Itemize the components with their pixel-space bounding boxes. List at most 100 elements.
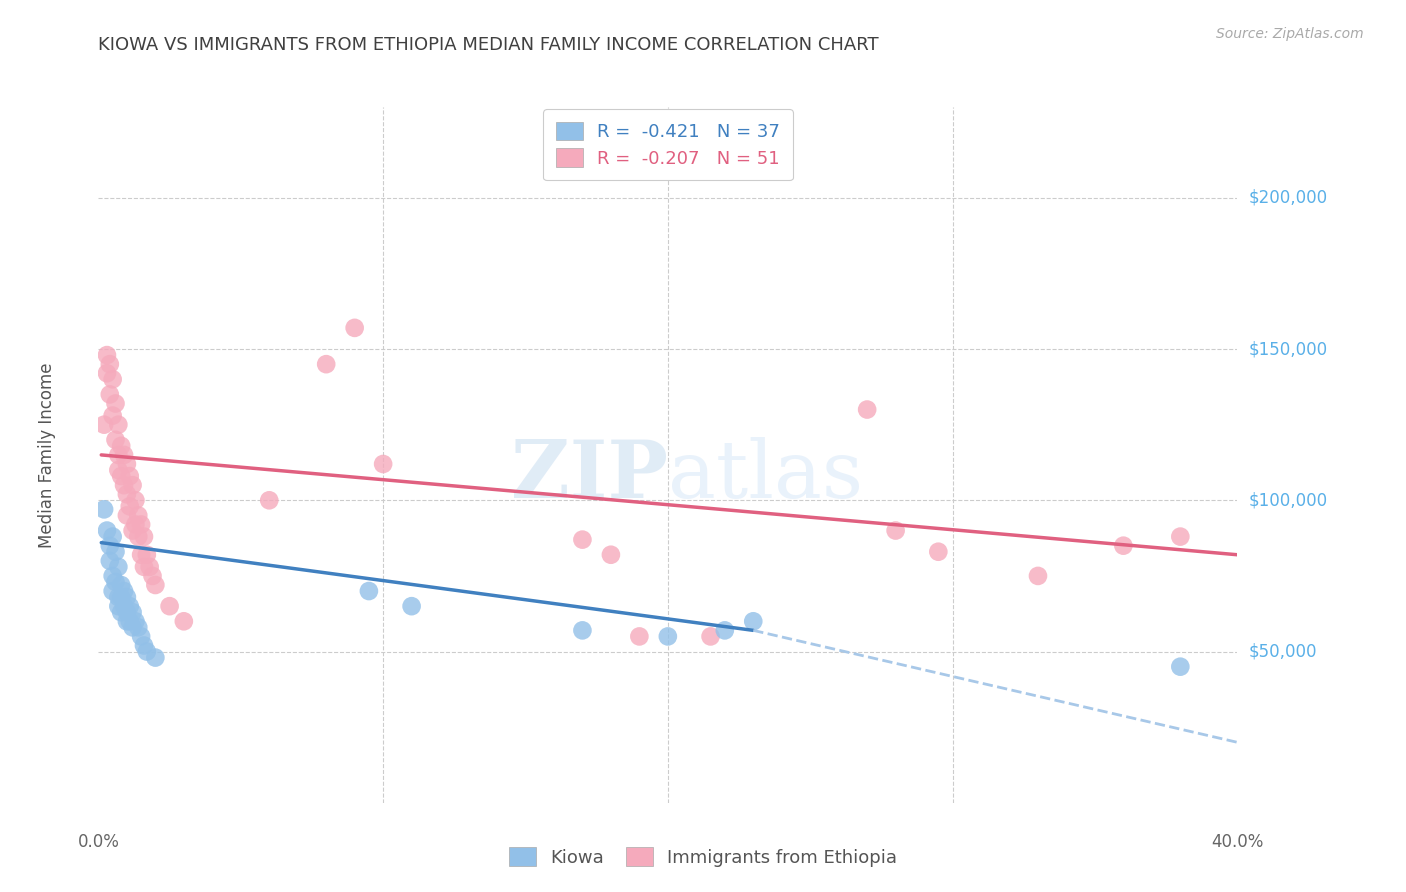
Point: [93, 502, 115, 516]
Point: [571, 533, 593, 547]
Point: [927, 545, 949, 559]
Point: [121, 524, 143, 538]
Text: Source: ZipAtlas.com: Source: ZipAtlas.com: [1216, 27, 1364, 41]
Point: [259, 493, 281, 508]
Point: [110, 590, 132, 604]
Point: [118, 615, 141, 629]
Point: [600, 548, 623, 562]
Point: [657, 629, 679, 643]
Point: [127, 620, 149, 634]
Point: [1170, 530, 1192, 544]
Point: [110, 439, 132, 453]
Point: [98, 357, 121, 371]
Point: [96, 524, 118, 538]
Point: [107, 599, 129, 614]
Point: [132, 639, 155, 653]
Point: [107, 590, 129, 604]
Point: [127, 530, 149, 544]
Point: [101, 409, 124, 423]
Point: [742, 615, 765, 629]
Point: [1026, 569, 1049, 583]
Point: [401, 599, 423, 614]
Point: [101, 372, 124, 386]
Text: 0.0%: 0.0%: [77, 833, 120, 851]
Text: 40.0%: 40.0%: [1211, 833, 1264, 851]
Point: [699, 629, 721, 643]
Text: ZIP: ZIP: [510, 437, 668, 515]
Point: [104, 545, 127, 559]
Point: [115, 590, 138, 604]
Legend: Kiowa, Immigrants from Ethiopia: Kiowa, Immigrants from Ethiopia: [502, 840, 904, 874]
Point: [110, 605, 132, 619]
Text: $50,000: $50,000: [1249, 642, 1317, 661]
Point: [93, 417, 115, 432]
Point: [129, 548, 152, 562]
Text: $150,000: $150,000: [1249, 340, 1327, 358]
Point: [127, 508, 149, 523]
Point: [856, 402, 879, 417]
Point: [96, 366, 118, 380]
Point: [121, 605, 143, 619]
Point: [101, 569, 124, 583]
Point: [115, 605, 138, 619]
Point: [884, 524, 907, 538]
Point: [357, 584, 380, 599]
Point: [159, 599, 181, 614]
Point: [714, 624, 737, 638]
Point: [118, 599, 141, 614]
Text: $100,000: $100,000: [1249, 491, 1327, 509]
Point: [1112, 539, 1135, 553]
Point: [373, 457, 395, 471]
Point: [135, 548, 157, 562]
Point: [132, 530, 155, 544]
Point: [135, 644, 157, 658]
Point: [124, 493, 146, 508]
Point: [104, 396, 127, 410]
Point: [115, 508, 138, 523]
Point: [96, 348, 118, 362]
Point: [104, 574, 127, 589]
Point: [107, 559, 129, 574]
Point: [98, 554, 121, 568]
Point: [129, 629, 152, 643]
Point: [101, 530, 124, 544]
Point: [124, 615, 146, 629]
Point: [107, 417, 129, 432]
Point: [112, 448, 135, 462]
Point: [98, 387, 121, 401]
Point: [124, 517, 146, 532]
Point: [121, 478, 143, 492]
Text: $200,000: $200,000: [1249, 189, 1327, 207]
Point: [315, 357, 337, 371]
Point: [107, 463, 129, 477]
Point: [141, 569, 163, 583]
Point: [101, 584, 124, 599]
Point: [107, 448, 129, 462]
Point: [112, 599, 135, 614]
Point: [628, 629, 651, 643]
Point: [112, 478, 135, 492]
Point: [112, 584, 135, 599]
Point: [132, 559, 155, 574]
Text: KIOWA VS IMMIGRANTS FROM ETHIOPIA MEDIAN FAMILY INCOME CORRELATION CHART: KIOWA VS IMMIGRANTS FROM ETHIOPIA MEDIAN…: [98, 36, 879, 54]
Point: [115, 487, 138, 501]
Point: [173, 615, 195, 629]
Point: [129, 517, 152, 532]
Point: [145, 650, 167, 665]
Point: [115, 615, 138, 629]
Point: [145, 578, 167, 592]
Point: [104, 433, 127, 447]
Text: atlas: atlas: [668, 437, 863, 515]
Point: [98, 539, 121, 553]
Point: [110, 578, 132, 592]
Point: [571, 624, 593, 638]
Point: [343, 321, 366, 335]
Point: [110, 469, 132, 483]
Point: [121, 620, 143, 634]
Text: Median Family Income: Median Family Income: [38, 362, 56, 548]
Legend: R =  -0.421   N = 37, R =  -0.207   N = 51: R = -0.421 N = 37, R = -0.207 N = 51: [543, 109, 793, 180]
Point: [138, 559, 160, 574]
Point: [118, 469, 141, 483]
Point: [1170, 659, 1192, 673]
Point: [118, 500, 141, 514]
